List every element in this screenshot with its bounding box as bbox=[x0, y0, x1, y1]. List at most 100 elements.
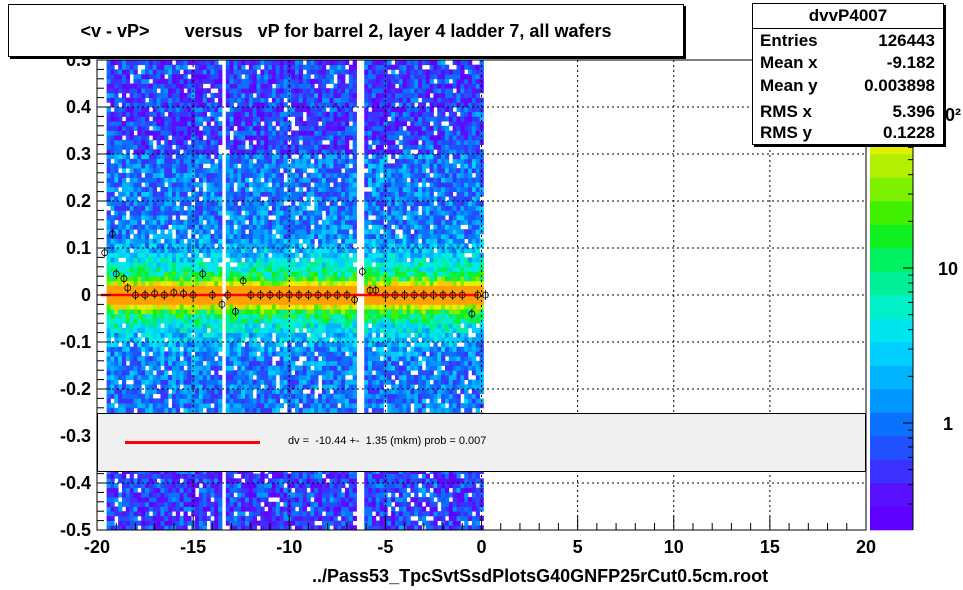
heatmap-cell bbox=[310, 511, 315, 517]
heatmap-cell bbox=[168, 346, 173, 352]
heatmap-cell bbox=[141, 168, 146, 174]
heatmap-cell bbox=[175, 163, 181, 169]
heatmap-cell bbox=[156, 74, 161, 80]
heatmap-cell bbox=[268, 196, 273, 202]
heatmap-cell bbox=[287, 262, 292, 268]
heatmap-cell bbox=[187, 205, 192, 211]
heatmap-cell bbox=[125, 121, 131, 127]
heatmap-cell bbox=[237, 60, 242, 66]
heatmap-cell bbox=[145, 139, 150, 145]
heatmap-cell bbox=[148, 379, 154, 385]
heatmap-cell bbox=[233, 285, 238, 291]
heatmap-cell bbox=[129, 403, 134, 409]
heatmap-cell bbox=[283, 304, 288, 310]
heatmap-cell bbox=[133, 121, 138, 127]
heatmap-cell bbox=[229, 309, 234, 315]
heatmap-cell bbox=[106, 342, 111, 348]
heatmap-cell bbox=[302, 238, 307, 244]
heatmap-cell bbox=[268, 102, 273, 108]
heatmap-cell bbox=[260, 248, 265, 254]
heatmap-cell bbox=[106, 370, 111, 376]
heatmap-cell bbox=[183, 389, 188, 395]
heatmap-cell bbox=[114, 139, 119, 145]
heatmap-cell bbox=[164, 393, 169, 399]
heatmap-cell bbox=[206, 309, 211, 315]
heatmap-cell bbox=[279, 342, 284, 348]
heatmap-cell bbox=[156, 318, 161, 324]
heatmap-cell bbox=[279, 525, 284, 531]
heatmap-cell bbox=[229, 243, 234, 249]
heatmap-cell bbox=[291, 107, 296, 113]
heatmap-cell bbox=[168, 64, 173, 70]
heatmap-cell bbox=[179, 374, 184, 380]
heatmap-cell bbox=[164, 168, 169, 174]
heatmap-cell bbox=[187, 483, 192, 489]
heatmap-cell bbox=[237, 356, 242, 362]
heatmap-cell bbox=[268, 78, 273, 84]
heatmap-cell bbox=[214, 135, 219, 141]
heatmap-cell bbox=[191, 60, 196, 66]
heatmap-cell bbox=[218, 393, 223, 399]
heatmap-cell bbox=[106, 69, 111, 75]
heatmap-cell bbox=[271, 60, 277, 66]
heatmap-cell bbox=[114, 196, 119, 202]
heatmap-cell bbox=[202, 346, 207, 352]
heatmap-cell bbox=[160, 125, 165, 131]
heatmap-cell bbox=[210, 116, 215, 122]
heatmap-cell bbox=[195, 346, 200, 352]
heatmap-cell bbox=[183, 360, 188, 366]
heatmap-cell bbox=[121, 111, 127, 117]
heatmap-cell bbox=[114, 290, 119, 296]
heatmap-cell bbox=[210, 365, 215, 371]
heatmap-cell bbox=[248, 219, 254, 225]
heatmap-cell bbox=[191, 191, 196, 197]
heatmap-cell bbox=[306, 323, 311, 329]
heatmap-cell bbox=[310, 384, 315, 390]
heatmap-cell bbox=[252, 182, 257, 188]
heatmap-cell bbox=[191, 186, 196, 192]
heatmap-cell bbox=[264, 487, 269, 493]
heatmap-cell bbox=[264, 280, 269, 286]
heatmap-cell bbox=[175, 116, 181, 122]
heatmap-cell bbox=[148, 201, 154, 207]
heatmap-cell bbox=[191, 356, 196, 362]
heatmap-cell bbox=[160, 172, 165, 178]
heatmap-cell bbox=[179, 271, 184, 277]
heatmap-cell bbox=[298, 271, 304, 277]
heatmap-cell bbox=[295, 64, 300, 70]
heatmap-cell bbox=[306, 144, 311, 150]
heatmap-cell bbox=[237, 407, 242, 413]
heatmap-cell bbox=[106, 248, 111, 254]
heatmap-cell bbox=[237, 154, 242, 160]
heatmap-cell bbox=[279, 318, 284, 324]
heatmap-cell bbox=[183, 271, 188, 277]
heatmap-cell bbox=[279, 403, 284, 409]
heatmap-cell bbox=[241, 323, 246, 329]
heatmap-cell bbox=[248, 168, 254, 174]
heatmap-cell bbox=[229, 139, 234, 145]
heatmap-cell bbox=[106, 515, 111, 521]
heatmap-cell bbox=[210, 266, 215, 272]
heatmap-cell bbox=[152, 497, 157, 503]
heatmap-cell bbox=[237, 74, 242, 80]
heatmap-cell bbox=[183, 248, 188, 254]
heatmap-cell bbox=[106, 229, 111, 235]
heatmap-cell bbox=[237, 497, 242, 503]
heatmap-cell bbox=[256, 135, 261, 141]
heatmap-cell bbox=[156, 97, 161, 103]
heatmap-cell bbox=[306, 158, 311, 164]
heatmap-cell bbox=[106, 139, 111, 145]
heatmap-cell bbox=[198, 285, 204, 291]
heatmap-cell bbox=[133, 318, 138, 324]
heatmap-cell bbox=[252, 299, 257, 305]
heatmap-cell bbox=[298, 177, 304, 183]
heatmap-cell bbox=[252, 384, 257, 390]
heatmap-cell bbox=[129, 365, 134, 371]
heatmap-cell bbox=[237, 384, 242, 390]
heatmap-cell bbox=[283, 149, 288, 155]
heatmap-cell bbox=[125, 389, 131, 395]
heatmap-cell bbox=[302, 219, 307, 225]
heatmap-cell bbox=[183, 309, 188, 315]
heatmap-cell bbox=[145, 121, 150, 127]
heatmap-cell bbox=[168, 125, 173, 131]
